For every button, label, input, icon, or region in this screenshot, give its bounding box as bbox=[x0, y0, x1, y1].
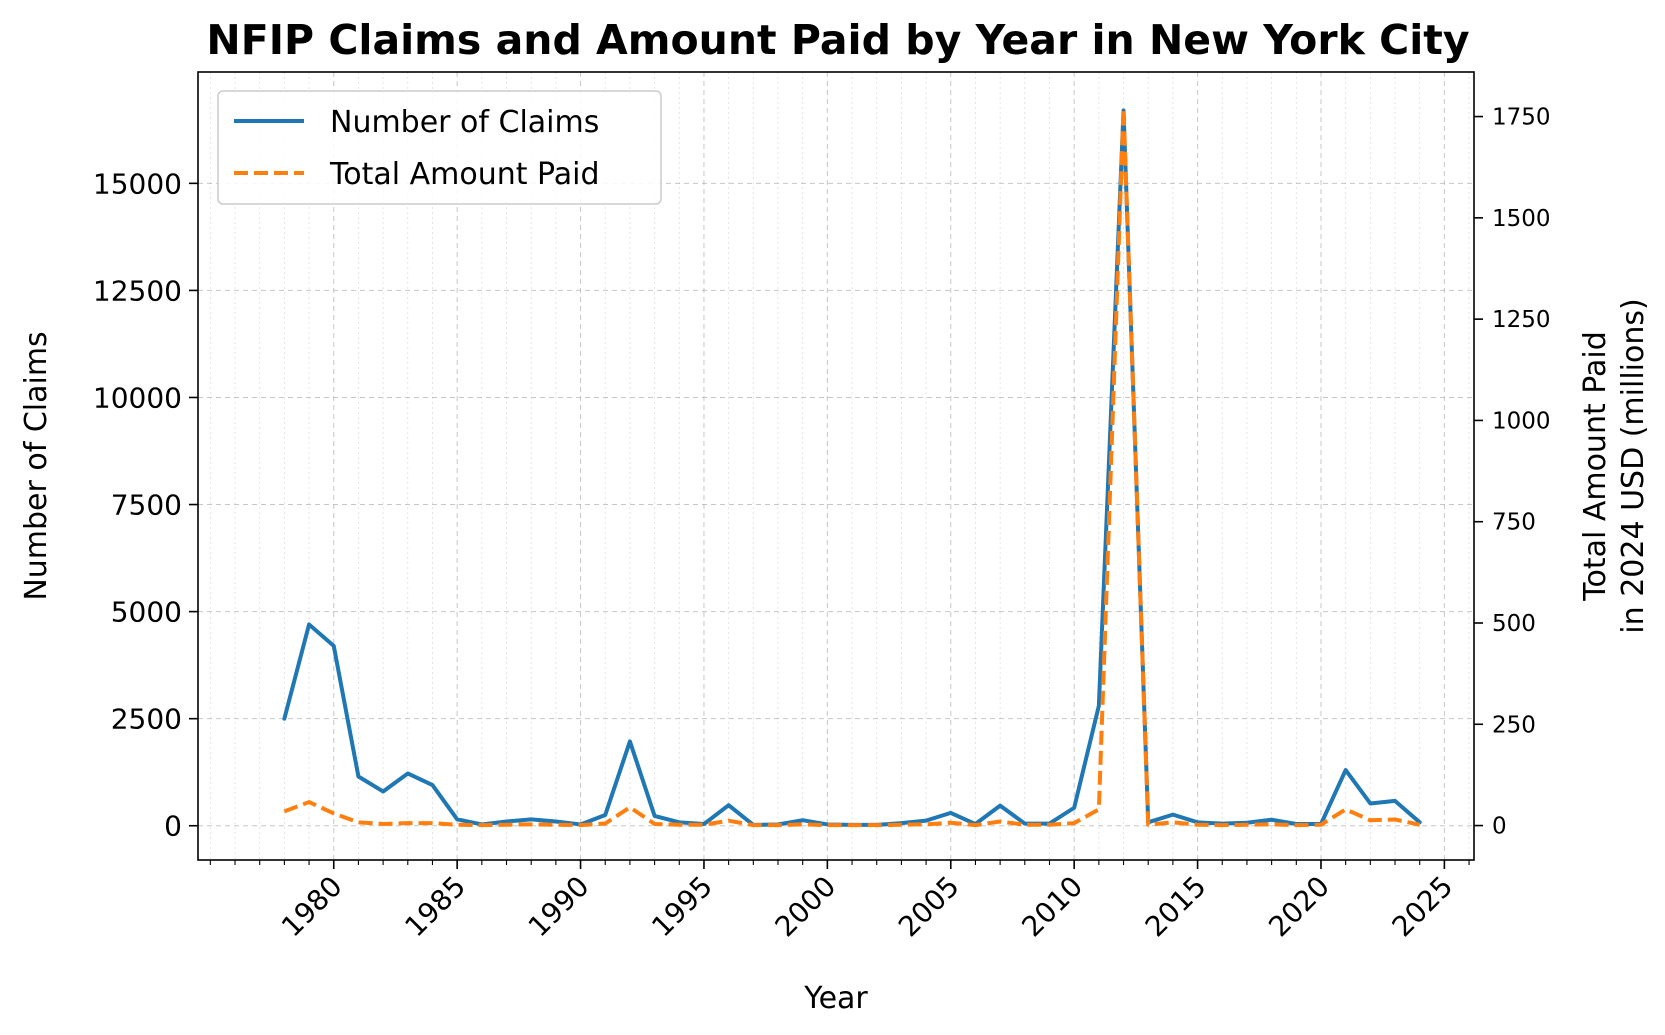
x-tick-label: 1985 bbox=[398, 870, 472, 944]
y2-tick-label: 0 bbox=[1492, 814, 1507, 840]
y2-tick-label: 1250 bbox=[1492, 307, 1551, 333]
x-tick-label: 1995 bbox=[645, 870, 719, 944]
x-tick-label: 1990 bbox=[522, 870, 596, 944]
legend: Number of Claims Total Amount Paid bbox=[217, 90, 662, 205]
y2-tick-label: 750 bbox=[1492, 510, 1536, 536]
y2-tick-label: 1750 bbox=[1492, 105, 1551, 131]
y-tick-label: 2500 bbox=[111, 703, 182, 736]
legend-label-claims: Number of Claims bbox=[330, 105, 599, 140]
y2-tick-label: 1500 bbox=[1492, 206, 1551, 232]
y2-axis-label-line2: in 2024 USD (millions) bbox=[1616, 298, 1651, 633]
grid bbox=[198, 72, 1474, 860]
x-tick-label: 2000 bbox=[769, 870, 843, 944]
y-tick-label: 5000 bbox=[111, 596, 182, 629]
plot-frame bbox=[197, 71, 1475, 861]
y2-tick-label: 1000 bbox=[1492, 408, 1551, 434]
axis-ticks: 1980 1985 1990 1995 2000 2005 2010 2015 2020 2025… bbox=[93, 105, 1551, 944]
x-tick-label: 2015 bbox=[1139, 870, 1213, 944]
y2-tick-label: 500 bbox=[1492, 611, 1536, 637]
x-tick-label: 2020 bbox=[1262, 870, 1336, 944]
y-tick-label: 15000 bbox=[93, 167, 182, 200]
legend-label-amount: Total Amount Paid bbox=[329, 157, 600, 192]
x-tick-label: 1980 bbox=[275, 870, 349, 944]
y2-tick-label: 250 bbox=[1492, 712, 1536, 738]
y-tick-label: 12500 bbox=[93, 274, 182, 307]
x-tick-label: 2025 bbox=[1386, 870, 1460, 944]
x-tick-label: 2005 bbox=[892, 870, 966, 944]
chart-title: NFIP Claims and Amount Paid by Year in N… bbox=[206, 16, 1469, 64]
y-tick-label: 10000 bbox=[93, 381, 182, 414]
x-tick-label: 2010 bbox=[1015, 870, 1089, 944]
plot-lines bbox=[282, 106, 1422, 828]
y-tick-label: 0 bbox=[164, 810, 182, 843]
x-axis-label: Year bbox=[803, 981, 868, 1016]
y-tick-label: 7500 bbox=[111, 489, 182, 522]
legend-box bbox=[217, 90, 662, 205]
y-axis-label: Number of Claims bbox=[19, 331, 54, 600]
y2-axis-label-line1: Total Amount Paid bbox=[1578, 331, 1613, 602]
series-line-amount bbox=[283, 106, 1421, 828]
